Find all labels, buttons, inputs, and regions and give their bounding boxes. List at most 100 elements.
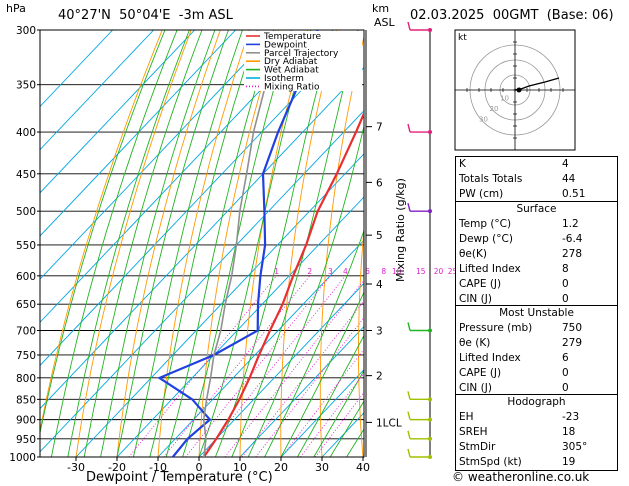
hodograph-row-label: SREH bbox=[459, 426, 488, 438]
hodograph-row-value: 305° bbox=[562, 441, 588, 453]
isotherm-line bbox=[280, 368, 364, 457]
mixing-ratio-label: 3 bbox=[328, 267, 333, 276]
wet-adiabat-line bbox=[329, 400, 364, 457]
surface-row: Lifted Index 8 bbox=[456, 262, 617, 277]
most-unstable-row-label: θe (K) bbox=[459, 337, 491, 349]
pressure-tick-label: 350 bbox=[16, 80, 36, 92]
surface-row: Temp (°C) 1.2 bbox=[456, 217, 617, 232]
x-tick-label: -20 bbox=[108, 461, 126, 474]
dry-adiabat-line bbox=[239, 30, 308, 457]
hodograph-row-label: StmSpd (kt) bbox=[459, 456, 522, 468]
wet-adiabat-line bbox=[83, 30, 203, 457]
surface-row-label: Dewp (°C) bbox=[459, 233, 513, 245]
dry-adiabat-line bbox=[358, 223, 364, 457]
pressure-tick-label: 700 bbox=[16, 326, 36, 338]
mixing-ratio-line bbox=[201, 275, 346, 457]
wet-adiabat-line bbox=[214, 30, 334, 457]
km-tick-label: 6 bbox=[376, 177, 383, 189]
most-unstable-row-label: Pressure (mb) bbox=[459, 322, 533, 334]
index-row-value: 44 bbox=[562, 173, 576, 185]
most-unstable-row-value: 6 bbox=[562, 352, 569, 364]
surface-row-value: 8 bbox=[562, 263, 569, 275]
mixing-ratio-label: 15 bbox=[416, 267, 426, 276]
mixing-ratio-line bbox=[281, 348, 364, 457]
isotherm-line bbox=[40, 30, 359, 367]
km-tick-label: 1LCL bbox=[376, 417, 402, 429]
pressure-tick-label: 600 bbox=[16, 271, 36, 283]
surface-row-label: CIN (J) bbox=[459, 293, 492, 305]
most-unstable-row-label: Lifted Index bbox=[459, 352, 521, 364]
isotherm-line bbox=[198, 282, 364, 457]
wind-barb-dot bbox=[428, 417, 432, 422]
mixing-ratio-label: 4 bbox=[343, 267, 348, 276]
pressure-tick-label: 750 bbox=[16, 350, 36, 362]
km-tick-label: 7 bbox=[376, 122, 383, 134]
surface-row: CIN (J) 0 bbox=[456, 292, 617, 307]
surface-row-label: Lifted Index bbox=[459, 263, 521, 275]
dry-adiabat-line bbox=[431, 30, 452, 457]
x-axis-label: Dewpoint / Temperature (°C) bbox=[86, 470, 273, 485]
isotherm-line bbox=[239, 325, 364, 457]
most-unstable-row: θe (K) 279 bbox=[456, 336, 617, 351]
surface-title: Surface bbox=[516, 203, 557, 215]
hodograph-row: StmDir 305° bbox=[456, 440, 617, 455]
wind-barb-dot bbox=[428, 28, 432, 32]
hodograph-row: EH -23 bbox=[456, 410, 617, 425]
mixing-ratio-label: 6 bbox=[365, 267, 370, 276]
legend-label: Isotherm bbox=[264, 74, 304, 84]
wind-barb-dot bbox=[428, 328, 432, 333]
series-line-temperature bbox=[202, 110, 364, 457]
surface-row-value: 278 bbox=[562, 248, 583, 260]
storm-motion-marker bbox=[516, 87, 522, 93]
x-tick-label: 20 bbox=[274, 461, 288, 474]
surface-row: θe(K) 278 bbox=[456, 247, 617, 262]
mixing-ratio-label: 2 bbox=[307, 267, 312, 276]
legend-label: Temperature bbox=[263, 32, 321, 42]
index-row: Totals Totals 44 bbox=[456, 172, 617, 187]
hodograph-row-label: StmDir bbox=[459, 441, 496, 453]
wet-adiabat-line bbox=[231, 30, 359, 457]
most-unstable-table: Most Unstable Pressure (mb) 750 θe (K) 279 L… bbox=[455, 305, 618, 397]
wet-adiabat-line bbox=[198, 30, 312, 457]
mixing-ratio-line bbox=[128, 275, 277, 457]
dry-adiabat-line bbox=[280, 30, 337, 457]
wind-barb-flag bbox=[407, 411, 411, 420]
most-unstable-row: Pressure (mb) 750 bbox=[456, 321, 617, 336]
wind-barb-flag bbox=[407, 21, 411, 31]
index-row-label: Totals Totals bbox=[459, 173, 523, 185]
isotherm-line bbox=[40, 30, 195, 194]
wet-adiabat-line bbox=[67, 30, 190, 457]
wind-barb-dot bbox=[428, 455, 432, 459]
index-row: PW (cm) 0.51 bbox=[456, 187, 617, 202]
dry-adiabat-line bbox=[157, 30, 250, 457]
copyright: © weatheronline.co.uk bbox=[452, 470, 590, 484]
isotherm-line bbox=[40, 30, 318, 323]
wet-adiabat-line bbox=[100, 30, 216, 457]
wet-adiabat-line bbox=[247, 124, 364, 457]
legend-label: Dewpoint bbox=[264, 40, 307, 50]
most-unstable-row-value: 0 bbox=[562, 367, 569, 379]
hodograph-row: SREH 18 bbox=[456, 425, 617, 440]
surface-row-value: -6.4 bbox=[562, 233, 583, 245]
hodograph-row-value: 18 bbox=[562, 426, 576, 438]
mixing-ratio-label: 25 bbox=[448, 267, 458, 276]
location-title: 40°27'N 50°04'E -3m ASL bbox=[58, 8, 233, 23]
wet-adiabat-line bbox=[313, 369, 364, 457]
pressure-tick-label: 950 bbox=[16, 434, 36, 446]
legend-label: Dry Adiabat bbox=[264, 57, 318, 67]
hodograph-row: StmSpd (kt) 19 bbox=[456, 455, 617, 470]
mixing-ratio-line bbox=[300, 372, 364, 457]
pressure-tick-label: 800 bbox=[16, 373, 36, 385]
pressure-tick-label: 650 bbox=[16, 299, 36, 311]
mixing-ratio-line bbox=[255, 316, 364, 457]
most-unstable-row: CIN (J) 0 bbox=[456, 381, 617, 396]
isotherm-line bbox=[40, 110, 364, 453]
wind-barb-dot bbox=[428, 397, 432, 402]
wind-barb-flag bbox=[407, 448, 411, 458]
mixing-ratio-line bbox=[241, 300, 364, 457]
km-tick-label: 2 bbox=[376, 371, 383, 383]
isotherm-line bbox=[75, 153, 364, 457]
most-unstable-title: Most Unstable bbox=[499, 307, 574, 319]
hodograph-row-label: EH bbox=[459, 411, 474, 423]
